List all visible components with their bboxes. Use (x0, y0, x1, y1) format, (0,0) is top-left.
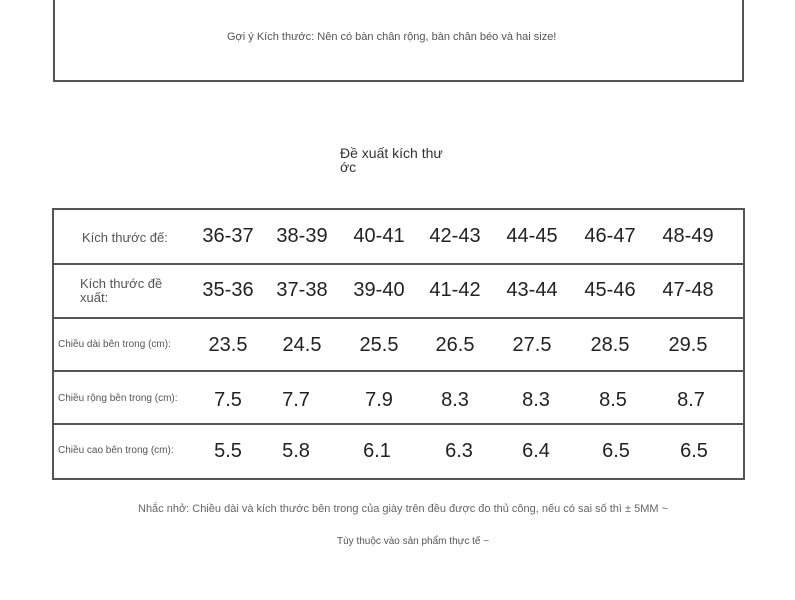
table-cell: 5.8 (282, 440, 310, 462)
row-label-inner-width: Chiều rộng bên trong (cm): (58, 393, 178, 404)
table-cell: 36-37 (202, 225, 254, 247)
table-row: Chiều dài bên trong (cm): 23.5 24.5 25.5… (54, 317, 743, 372)
table-cell: 8.7 (677, 389, 705, 411)
table-cell: 44-45 (506, 225, 558, 247)
table-cell: 48-49 (662, 225, 714, 247)
table-cell: 28.5 (590, 334, 630, 356)
table-cell: 41-42 (429, 279, 481, 301)
size-tip-box: Gợi ý Kích thước: Nên có bàn chân rộng, … (53, 0, 744, 82)
table-cell: 26.5 (435, 334, 475, 356)
row-label-inner-length: Chiều dài bên trong (cm): (58, 339, 171, 350)
row-label-sole-size: Kích thước đế: (82, 230, 168, 245)
table-cell: 5.5 (214, 440, 242, 462)
table-cell: 35-36 (202, 279, 254, 301)
table-row: Chiều rộng bên trong (cm): 7.5 7.7 7.9 8… (54, 370, 743, 425)
table-row: Chiều cao bên trong (cm): 5.5 5.8 6.1 6.… (54, 423, 743, 480)
table-cell: 29.5 (668, 334, 708, 356)
table-cell: 7.9 (365, 389, 393, 411)
table-row: Kích thước đề xuất: 35-36 37-38 39-40 41… (54, 263, 743, 319)
table-cell: 6.4 (522, 440, 550, 462)
table-cell: 6.1 (363, 440, 391, 462)
table-cell: 25.5 (359, 334, 399, 356)
row-label-inner-height: Chiều cao bên trong (cm): (58, 445, 174, 456)
table-cell: 6.5 (602, 440, 630, 462)
table-cell: 7.7 (282, 389, 310, 411)
table-cell: 6.3 (445, 440, 473, 462)
table-cell: 43-44 (506, 279, 558, 301)
table-cell: 8.5 (599, 389, 627, 411)
table-cell: 47-48 (662, 279, 714, 301)
table-cell: 40-41 (353, 225, 405, 247)
table-cell: 6.5 (680, 440, 708, 462)
table-cell: 39-40 (353, 279, 405, 301)
table-cell: 7.5 (214, 389, 242, 411)
table-cell: 23.5 (208, 334, 248, 356)
measurement-reminder: Nhắc nhở: Chiều dài và kích thước bên tr… (138, 503, 669, 515)
table-cell: 37-38 (276, 279, 328, 301)
row-label-recommended-size: Kích thước đề xuất: (80, 276, 163, 305)
table-cell: 27.5 (512, 334, 552, 356)
table-cell: 42-43 (429, 225, 481, 247)
table-cell: 24.5 (282, 334, 322, 356)
section-title: Đề xuất kích thước (340, 145, 443, 175)
product-disclaimer: Tùy thuộc vào sản phẩm thực tế ~ (337, 536, 490, 547)
size-table: Kích thước đế: 36-37 38-39 40-41 42-43 4… (52, 208, 745, 480)
size-tip-text: Gợi ý Kích thước: Nên có bàn chân rộng, … (227, 31, 557, 43)
table-cell: 38-39 (276, 225, 328, 247)
table-cell: 8.3 (441, 389, 469, 411)
table-row: Kích thước đế: 36-37 38-39 40-41 42-43 4… (54, 210, 743, 265)
table-cell: 45-46 (584, 279, 636, 301)
table-cell: 46-47 (584, 225, 636, 247)
table-cell: 8.3 (522, 389, 550, 411)
